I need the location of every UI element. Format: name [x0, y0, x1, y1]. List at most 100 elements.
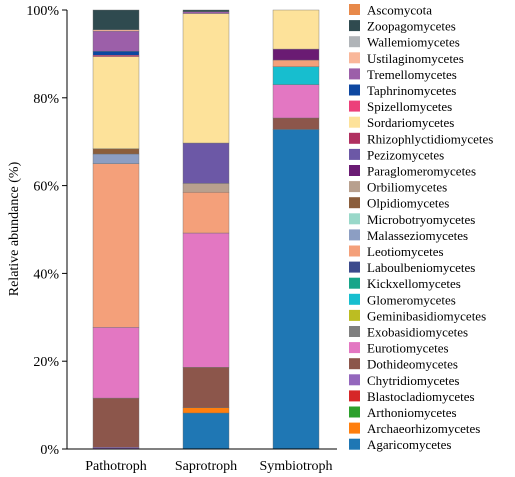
legend-label: Chytridiomycetes	[367, 373, 459, 388]
legend-item: Ustilaginomycetes	[349, 51, 464, 66]
legend-item: Pezizomycetes	[349, 147, 444, 162]
legend-swatch	[349, 36, 360, 48]
bar-segment	[182, 191, 230, 234]
bar-segment	[182, 11, 230, 14]
legend-item: Laboulbeniomycetes	[349, 260, 475, 275]
y-tick-label: 0%	[40, 443, 59, 458]
legend-label: Arthoniomycetes	[367, 405, 457, 420]
legend-swatch	[349, 358, 360, 370]
legend-label: Ustilaginomycetes	[367, 51, 464, 66]
bar-segment	[272, 117, 320, 130]
y-axis-label: Relative abundance (%)	[7, 161, 22, 296]
legend-swatch	[349, 390, 360, 402]
bar-segment	[92, 56, 140, 149]
legend-label: Tremellomycetes	[367, 67, 457, 82]
legend-swatch	[349, 132, 360, 144]
legend-swatch	[349, 422, 360, 434]
legend-item: Sordariomycetes	[349, 115, 454, 130]
legend-label: Paraglomeromycetes	[367, 164, 476, 179]
legend-label: Spizellomycetes	[367, 99, 452, 114]
bar-segment	[92, 153, 140, 164]
bar-stack	[272, 9, 320, 450]
legend-item: Exobasidiomycetes	[349, 325, 468, 340]
bar-segment	[272, 66, 320, 85]
legend-label: Blastocladiomycetes	[367, 389, 475, 404]
legend-swatch	[349, 277, 360, 289]
legend-item: Archaeorhizomycetes	[349, 421, 480, 436]
legend-label: Laboulbeniomycetes	[367, 260, 475, 275]
legend-item: Malasseziomycetes	[349, 228, 468, 243]
legend-swatch	[349, 261, 360, 273]
legend-label: Geminibasidiomycetes	[367, 308, 486, 323]
legend-swatch	[349, 84, 360, 96]
legend-label: Exobasidiomycetes	[367, 325, 468, 340]
x-tick-label: Saprotroph	[175, 459, 237, 474]
legend-label: Malasseziomycetes	[367, 228, 468, 243]
legend-swatch	[349, 68, 360, 80]
legend-item: Spizellomycetes	[349, 99, 452, 114]
legend-item: Paraglomeromycetes	[349, 164, 476, 179]
bar-segment	[272, 9, 320, 50]
legend-label: Leotiomycetes	[367, 244, 444, 259]
legend-swatch	[349, 326, 360, 337]
legend-label: Microbotryomycetes	[367, 212, 475, 227]
bars-group	[92, 9, 320, 450]
legend-swatch	[349, 406, 360, 418]
y-tick-label: 20%	[33, 355, 59, 370]
legend-item: Arthoniomycetes	[349, 405, 457, 420]
legend-label: Olpidiomycetes	[367, 196, 449, 211]
legend-item: Ascomycota	[349, 3, 432, 18]
bar-segment	[92, 9, 140, 30]
bar-stack	[182, 9, 230, 450]
legend-item: Blastocladiomycetes	[349, 389, 475, 404]
legend-label: Eurotiomycetes	[367, 341, 449, 356]
legend-swatch	[349, 181, 360, 193]
bar-segment	[92, 148, 140, 155]
bar-segment	[182, 13, 230, 144]
y-tick-label: 100%	[26, 4, 59, 19]
legend-swatch	[349, 197, 360, 209]
bar-segment	[92, 30, 140, 52]
legend-label: Pezizomycetes	[367, 147, 444, 162]
bar-segment	[182, 367, 230, 408]
legend-item: Taphrinomycetes	[349, 83, 456, 98]
y-axis: 0% 20% 40% 60% 80% 100%	[26, 4, 68, 458]
legend-label: Dothideomycetes	[367, 357, 458, 372]
legend-label: Archaeorhizomycetes	[367, 421, 480, 436]
legend-swatch	[349, 293, 360, 305]
bar-segment	[182, 9, 230, 12]
legend-swatch	[349, 342, 360, 354]
legend-swatch	[349, 116, 360, 128]
legend-label: Taphrinomycetes	[367, 83, 456, 98]
legend-swatch	[349, 374, 360, 386]
bar-segment	[272, 129, 320, 450]
bar-segment	[92, 327, 140, 399]
legend-item: Orbiliomycetes	[349, 180, 447, 195]
legend-item: Wallemiomycetes	[349, 35, 460, 50]
legend-label: Orbiliomycetes	[367, 180, 447, 195]
legend-label: Kickxellomycetes	[367, 276, 461, 291]
bar-stack	[92, 9, 140, 450]
legend-swatch	[349, 229, 360, 241]
bar-segment	[92, 51, 140, 56]
legend-swatch	[349, 52, 360, 64]
legend-item: Eurotiomycetes	[349, 341, 449, 356]
legend-item: Kickxellomycetes	[349, 276, 461, 291]
legend-swatch	[349, 100, 360, 112]
legend-swatch	[349, 213, 360, 225]
legend-label: Sordariomycetes	[367, 115, 454, 130]
x-axis: Pathotroph Saprotroph Symbiotroph	[67, 448, 337, 474]
bar-segment	[182, 412, 230, 450]
legend-label: Glomeromycetes	[367, 292, 456, 307]
legend-swatch	[349, 148, 360, 160]
legend-item: Glomeromycetes	[349, 292, 456, 307]
y-tick-label: 80%	[33, 92, 59, 107]
legend-item: Chytridiomycetes	[349, 373, 459, 388]
bar-segment	[182, 183, 230, 193]
legend-label: Ascomycota	[367, 3, 432, 18]
legend-item: Agaricomycetes	[349, 437, 451, 452]
y-tick-label: 40%	[33, 267, 59, 282]
x-tick-label: Pathotroph	[85, 459, 146, 474]
legend-swatch	[349, 20, 360, 32]
bar-segment	[272, 59, 320, 67]
